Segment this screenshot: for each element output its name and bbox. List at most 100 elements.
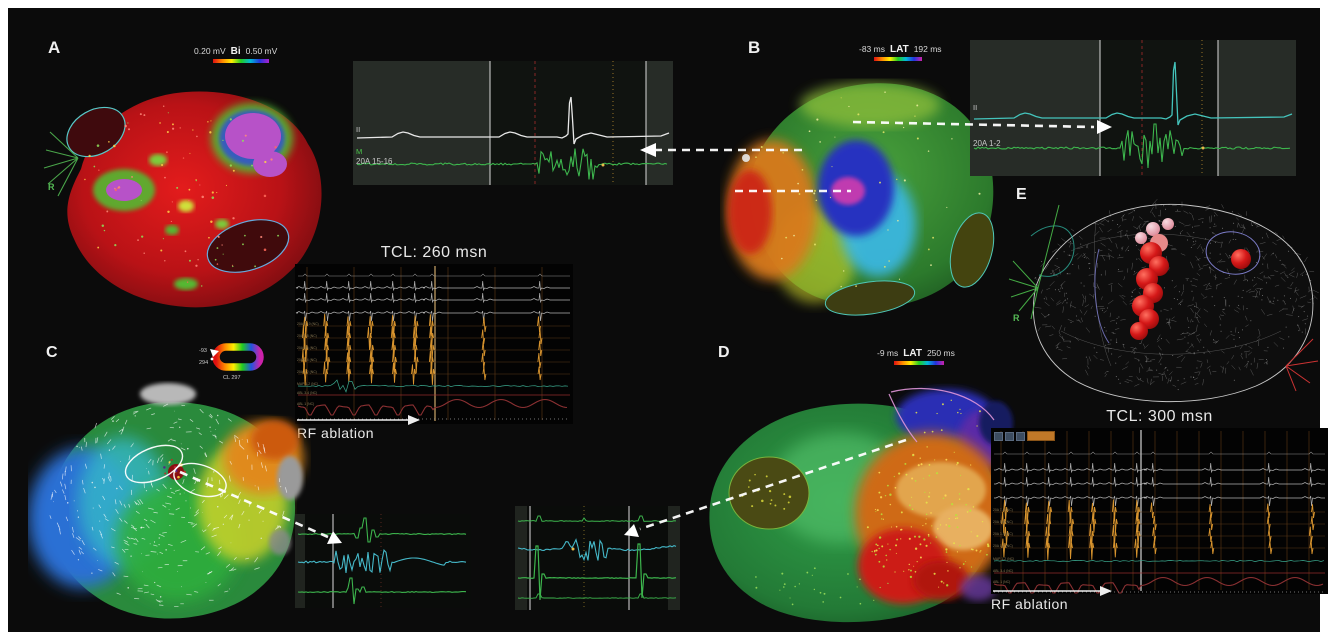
svg-text:ABL 3-4 (NC): ABL 3-4 (NC) [993, 569, 1013, 573]
egm-mini-left [295, 514, 471, 608]
svg-text:20A 7-8 (NC): 20A 7-8 (NC) [993, 508, 1013, 512]
svg-text:20A 5-6 (NC): 20A 5-6 (NC) [297, 346, 317, 350]
svg-text:20A 1-2 (NC): 20A 1-2 (NC) [297, 370, 317, 374]
lat-gradient-bar-b [874, 57, 922, 61]
lat-red-b [728, 170, 772, 254]
panel-d-colorbar: -9 ms LAT 250 ms [877, 348, 955, 365]
vein-ostium-b1 [824, 280, 916, 316]
ring-marker-dot [210, 357, 214, 361]
blue-loop-e [1205, 231, 1261, 275]
gray-patch-c1 [140, 383, 196, 405]
speckles-b [755, 91, 981, 288]
ring-pointer [210, 349, 219, 357]
ecg-panel-top-mid: II M 20A 15-16 [353, 61, 673, 185]
lat-magenta-core-b [831, 177, 865, 205]
scale-d-min: -9 ms [877, 348, 899, 358]
scar-purple-a2 [253, 151, 287, 177]
panel-d-lat-map [709, 387, 1013, 623]
tcl-center-title: TCL: 260 msn [380, 244, 488, 261]
panel-c-propagation-map [28, 383, 303, 619]
low-voltage-spot-3 [165, 225, 179, 235]
ridge-tan-d1 [896, 462, 986, 518]
teal-loop-e [1030, 225, 1075, 277]
lat-deep-red-d [913, 560, 969, 600]
scale-d-name: LAT [903, 348, 922, 359]
ecg1-lead-ii-label: II [356, 125, 360, 134]
ecg2-lead-ii-label: II [973, 103, 977, 112]
low-voltage-spot-5 [174, 278, 198, 290]
egm-tool-select[interactable] [1027, 431, 1055, 441]
scale-b-name: LAT [889, 44, 909, 55]
lat-gradient-bar-d [894, 361, 944, 365]
ecg-panel-top-right: II 20A 1-2 [970, 40, 1296, 176]
catheter-label-a: R [48, 182, 55, 192]
ring-gradient [212, 343, 264, 371]
svg-text:20A 9-10 (NC): 20A 9-10 (NC) [297, 322, 319, 326]
low-voltage-spot-1 [149, 154, 167, 166]
scale-a-max: 0.50 mV [245, 46, 278, 56]
panel-c-label: C [46, 344, 59, 361]
gray-patch-c2 [277, 456, 303, 500]
reentry-loop-left-c [124, 444, 184, 484]
ecg1-traces [356, 96, 670, 180]
reference-catheter-a [43, 131, 79, 197]
vein-ostium-d [728, 456, 810, 530]
miniR-band-left [515, 506, 527, 610]
svg-text:MAP 1-2 (NC): MAP 1-2 (NC) [993, 557, 1014, 561]
panel-b-label: B [748, 38, 762, 57]
ring-top-value: -93 [199, 348, 207, 354]
ecg2-lead-20a-label: 20A 1-2 [973, 139, 1001, 148]
lat-purple-low-d [960, 575, 996, 601]
scar-purple-a1 [225, 113, 281, 159]
ridge-tan-d2 [933, 506, 993, 550]
egm-panel-center: 20A 9-10 (NC) 20A 7-8 (NC) 20A 5-6 (NC) 20A… [295, 264, 573, 424]
lat-yellowgreen-b [800, 83, 940, 127]
egm-mini-right [515, 506, 680, 610]
scale-b-max: 192 ms [913, 44, 942, 54]
low-voltage-spot-2 [178, 200, 194, 212]
rf-ablation-caption-center: RF ablation [297, 425, 375, 441]
catheter-label-e: R [1013, 313, 1020, 323]
panel-b-colorbar: -83 ms LAT 192 ms [859, 44, 942, 61]
panel-a-colorbar: 0.20 mV Bi 0.50 mV [194, 46, 277, 63]
panel-e-label: E [1016, 186, 1028, 203]
vein-ostium-b2 [949, 212, 995, 288]
scale-a-min: 0.20 mV [194, 46, 226, 56]
panel-a-label: A [48, 38, 62, 57]
egm-toolbar[interactable] [994, 431, 1055, 441]
vein-ostium-a2 [206, 219, 290, 273]
miniL-band [295, 514, 305, 608]
reference-catheter-e [1008, 204, 1060, 320]
svg-text:20A 3-4 (NC): 20A 3-4 (NC) [993, 532, 1013, 536]
rf-ablation-caption-bottom: RF ablation [991, 596, 1069, 612]
svg-text:20A 7-8 (NC): 20A 7-8 (NC) [297, 334, 317, 338]
ablation-lesions-e [1130, 218, 1251, 340]
svg-text:20A 1-2 (NC): 20A 1-2 (NC) [993, 544, 1013, 548]
panel-c-ring-scale: -93 294 CL 297 [199, 343, 264, 381]
speckles-a [84, 105, 280, 287]
scale-d-max: 250 ms [926, 348, 955, 358]
svg-text:ABL 1 (NC): ABL 1 (NC) [297, 402, 314, 406]
svg-text:ABL 1 (NC): ABL 1 (NC) [993, 580, 1010, 584]
miniL-traces [297, 517, 467, 605]
figure-canvas: A 0.20 mV Bi 0.50 mV [8, 8, 1328, 632]
svg-text:20A 5-6 (NC): 20A 5-6 (NC) [993, 520, 1013, 524]
ecg2-traces [973, 61, 1293, 169]
egm-tool-button-1[interactable] [994, 431, 1003, 441]
low-voltage-spot-4 [215, 219, 229, 229]
panel-d-label: D [718, 344, 731, 361]
egm-tool-button-3[interactable] [1016, 431, 1025, 441]
egm-tool-button-2[interactable] [1005, 431, 1014, 441]
miniR-traces [517, 515, 677, 601]
pink-outline-d [888, 387, 995, 443]
blue-outline-left-e [1094, 248, 1110, 344]
mapping-point-white-b [742, 154, 750, 162]
panel-b-lat-map [727, 83, 995, 316]
scale-b-min: -83 ms [859, 44, 885, 54]
ring-caption: CL 297 [223, 375, 241, 381]
tcl-bottom-title: TCL: 300 msn [1106, 408, 1213, 425]
voltage-gradient-bar [213, 59, 269, 63]
svg-text:ABL 3-4 (NC): ABL 3-4 (NC) [297, 391, 317, 395]
red-catheter-e [1285, 338, 1319, 392]
panel-e-wireframe-map: R [1008, 199, 1319, 403]
